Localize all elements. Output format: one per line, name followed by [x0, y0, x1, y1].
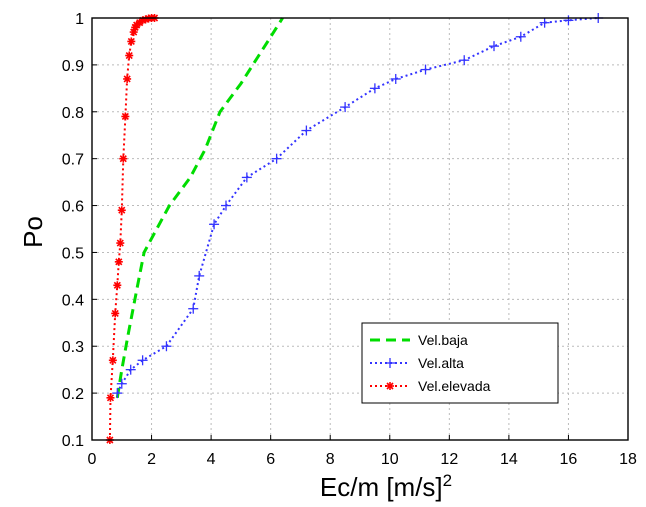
series-layer: [105, 13, 604, 444]
data-point-vel-elevada: [121, 112, 130, 121]
data-point-vel-alta: [271, 153, 282, 164]
x-tick-label: 8: [326, 451, 335, 468]
y-tick-label: 0.2: [62, 386, 84, 403]
y-tick-label: 1: [75, 11, 84, 28]
x-axis-label: Ec/m [m/s]2: [320, 471, 452, 502]
y-tick-label: 0.4: [62, 292, 84, 309]
x-tick-label: 18: [619, 451, 637, 468]
data-point-vel-elevada: [119, 154, 128, 163]
y-axis-label: Po: [18, 216, 48, 248]
data-point-vel-elevada: [113, 281, 122, 290]
data-point-vel-alta: [137, 355, 148, 366]
legend-label-vel-baja: Vel.baja: [418, 332, 468, 348]
data-point-vel-alta: [116, 378, 127, 389]
data-point-vel-alta: [420, 64, 431, 75]
x-tick-label: 4: [207, 451, 216, 468]
x-tick-label: 10: [381, 451, 399, 468]
legend-item-vel-elevada: Vel.elevada: [370, 378, 491, 394]
y-tick-label: 0.7: [62, 152, 84, 169]
x-tick-label: 14: [500, 451, 518, 468]
x-tick-label: 12: [440, 451, 458, 468]
data-point-vel-alta: [194, 270, 205, 281]
ticks-layer: 0 2 4 6 8 10 12 14 16 18 0.1 0.2 0.3 0.4 0.5 0.6 0.7 0.8 0…: [62, 11, 637, 468]
data-point-vel-elevada: [117, 206, 126, 215]
y-tick-label: 0.3: [62, 339, 84, 356]
y-tick-label: 0.1: [62, 433, 84, 450]
data-point-vel-elevada: [125, 51, 134, 60]
legend-item-vel-baja: Vel.baja: [370, 332, 468, 348]
data-point-vel-alta: [539, 17, 550, 28]
x-axis-label-superscript: 2: [443, 471, 452, 490]
data-point-vel-alta: [209, 219, 220, 230]
series-vel-baja: [115, 17, 284, 399]
data-point-vel-alta: [112, 388, 123, 399]
y-tick-label: 0.9: [62, 58, 84, 75]
data-point-vel-alta: [125, 364, 136, 375]
data-point-vel-alta: [301, 125, 312, 136]
legend-label-vel-elevada: Vel.elevada: [418, 378, 491, 394]
series-line-vel-baja: [115, 17, 284, 399]
data-point-vel-alta: [489, 41, 499, 52]
data-point-vel-alta: [188, 303, 199, 314]
data-point-vel-alta: [340, 102, 351, 113]
legend-marker-vel-alta: [385, 358, 395, 368]
plot-frame: [91, 17, 629, 441]
x-tick-label: 0: [88, 451, 97, 468]
x-tick-label: 6: [266, 451, 275, 468]
data-point-vel-alta: [369, 83, 380, 94]
y-tick-label: 0.6: [62, 199, 84, 216]
data-point-vel-alta: [563, 15, 574, 26]
x-tick-label: 16: [560, 451, 578, 468]
data-point-vel-alta: [241, 172, 252, 183]
legend-marker-vel-elevada: [386, 382, 394, 390]
data-point-vel-alta: [221, 200, 231, 211]
data-point-vel-alta: [390, 73, 401, 84]
data-point-vel-alta: [459, 55, 470, 66]
legend: Vel.baja Vel.alta Vel.elevada: [361, 322, 559, 404]
data-point-vel-alta: [161, 341, 172, 352]
series-line-vel-alta: [116, 17, 599, 394]
y-tick-label: 0.8: [62, 105, 84, 122]
data-point-vel-elevada: [108, 356, 117, 365]
data-point-vel-alta: [515, 31, 526, 42]
data-point-vel-elevada: [111, 309, 120, 318]
legend-item-vel-alta: Vel.alta: [370, 355, 464, 371]
data-point-vel-elevada: [123, 74, 132, 83]
data-point-vel-elevada: [106, 393, 115, 402]
data-point-vel-elevada: [116, 239, 125, 248]
x-tick-label: 2: [147, 451, 156, 468]
legend-label-vel-alta: Vel.alta: [418, 355, 464, 371]
data-point-vel-elevada: [114, 257, 123, 266]
data-point-vel-elevada: [127, 37, 136, 46]
y-tick-label: 0.5: [62, 245, 84, 262]
